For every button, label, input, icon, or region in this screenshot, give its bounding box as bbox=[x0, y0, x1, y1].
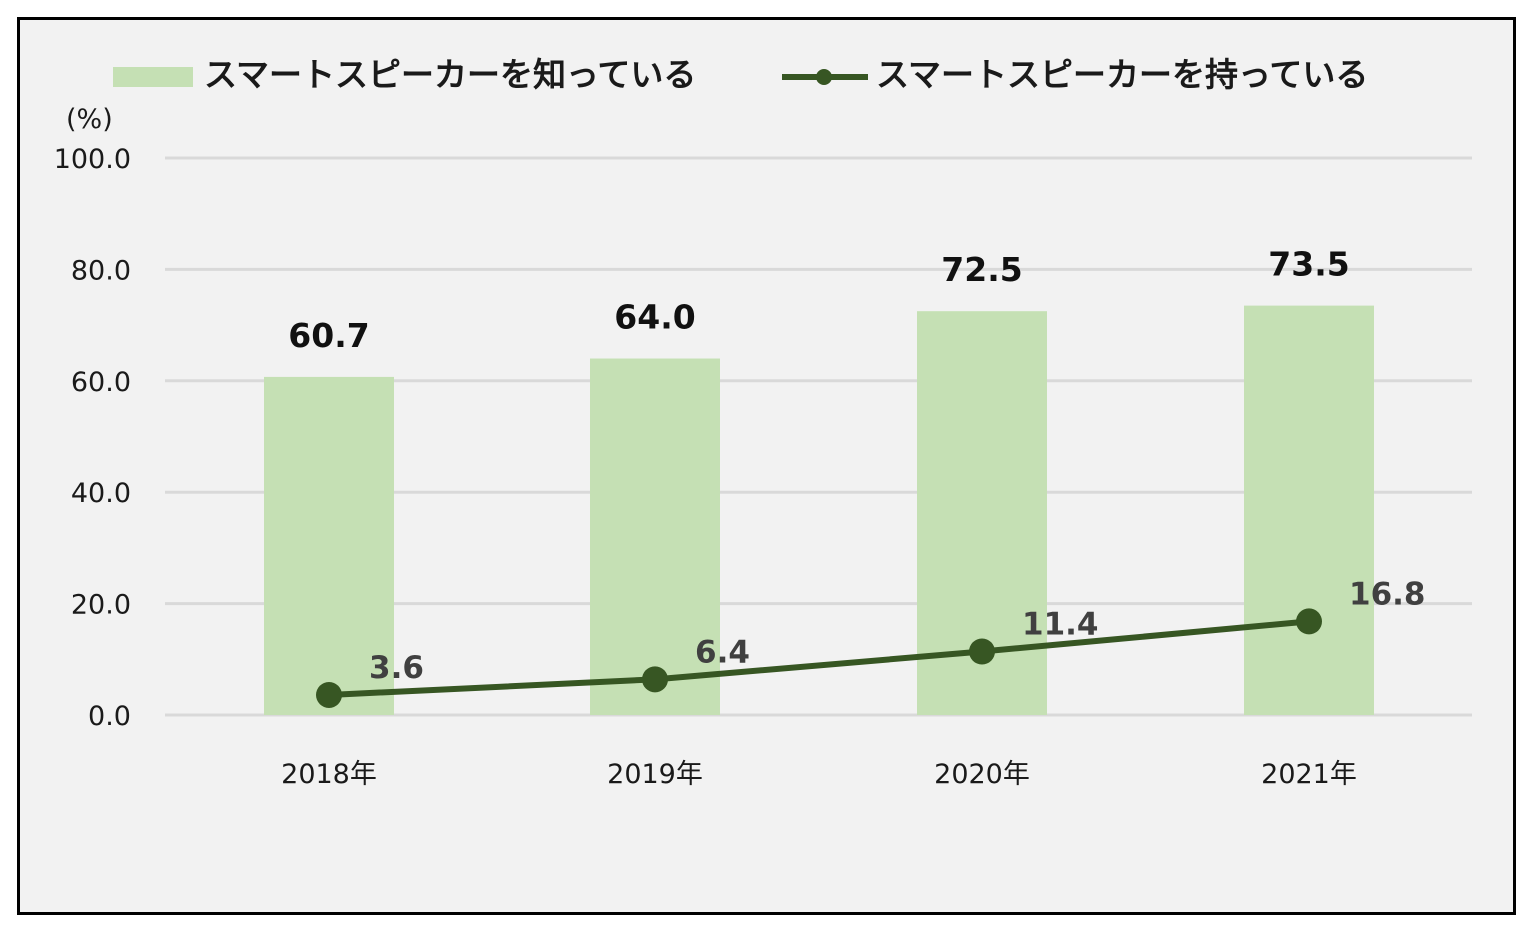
y-tick-label: 100.0 bbox=[54, 144, 131, 175]
line-point bbox=[642, 666, 668, 693]
bar-data-label: 60.7 bbox=[288, 316, 369, 355]
bar bbox=[1244, 305, 1374, 715]
line-point bbox=[969, 638, 995, 665]
bar bbox=[590, 358, 720, 715]
legend-marker-line bbox=[816, 69, 832, 85]
legend-label-bar: スマートスピーカーを知っている bbox=[204, 55, 696, 94]
x-tick-label: 2021年 bbox=[1261, 759, 1357, 790]
y-axis-unit: (%) bbox=[66, 104, 113, 135]
line-point bbox=[1296, 608, 1322, 635]
line-data-label: 6.4 bbox=[695, 634, 750, 670]
line-data-label: 11.4 bbox=[1022, 607, 1099, 643]
line-point bbox=[316, 681, 342, 708]
y-tick-label: 40.0 bbox=[71, 478, 131, 509]
line-data-label: 16.8 bbox=[1349, 576, 1426, 612]
line-data-label: 3.6 bbox=[369, 650, 424, 686]
legend: スマートスピーカーを知っている スマートスピーカーを持っている bbox=[113, 55, 1368, 94]
bar-data-label: 72.5 bbox=[941, 250, 1022, 289]
bar-data-label: 64.0 bbox=[614, 298, 695, 337]
bar bbox=[264, 376, 394, 715]
x-tick-label: 2018年 bbox=[281, 759, 377, 790]
y-tick-label: 20.0 bbox=[71, 590, 131, 621]
y-tick-label: 60.0 bbox=[71, 367, 131, 398]
y-tick-label: 0.0 bbox=[88, 701, 131, 732]
legend-label-line: スマートスピーカーを持っている bbox=[876, 55, 1368, 94]
y-tick-label: 80.0 bbox=[71, 255, 131, 286]
line-series bbox=[328, 618, 1310, 698]
x-tick-label: 2019年 bbox=[607, 759, 703, 790]
legend-swatch-bar bbox=[113, 67, 193, 87]
bar-data-label: 73.5 bbox=[1268, 245, 1349, 284]
x-tick-label: 2020年 bbox=[934, 759, 1030, 790]
